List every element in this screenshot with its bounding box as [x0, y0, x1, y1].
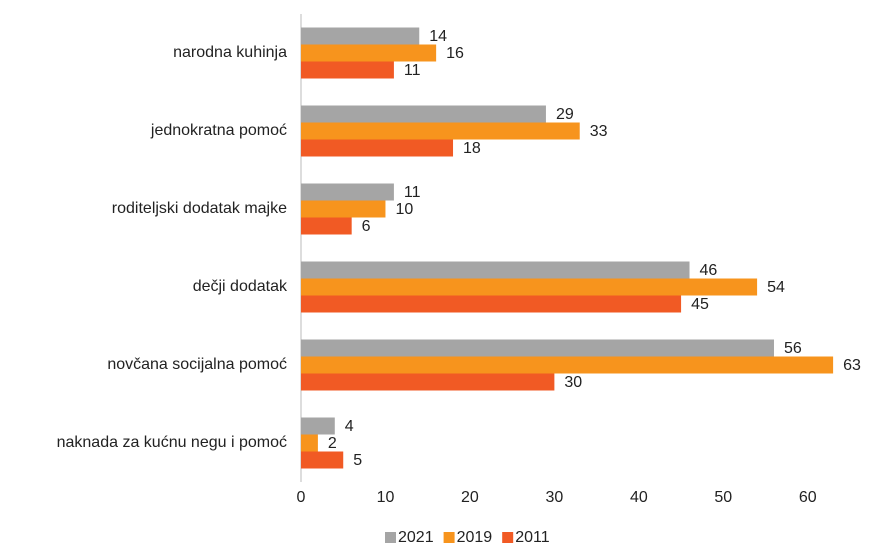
x-tick-label: 10 [377, 489, 395, 506]
data-label: 54 [767, 279, 785, 296]
bar [301, 373, 555, 391]
data-label: 30 [564, 374, 582, 391]
data-label: 2 [328, 435, 337, 452]
data-label: 4 [345, 418, 354, 435]
y-tick-label: novčana socijalna pomoć [107, 356, 287, 373]
data-label: 16 [446, 45, 464, 62]
bar [301, 44, 437, 62]
bar [301, 339, 774, 357]
legend-label: 2021 [398, 529, 434, 546]
bar [301, 122, 580, 140]
bar [301, 105, 546, 123]
bar [301, 183, 394, 201]
y-tick-label: dečji dodatak [193, 278, 288, 295]
data-label: 18 [463, 140, 481, 157]
legend-swatch [385, 532, 396, 543]
legend-label: 2019 [457, 529, 493, 546]
legend-swatch [502, 532, 514, 543]
data-label: 11 [404, 62, 421, 79]
data-label: 46 [700, 262, 718, 279]
bar [301, 278, 758, 296]
x-tick-label: 50 [714, 489, 732, 506]
data-label: 11 [404, 184, 421, 201]
legend-label: 2011 [515, 529, 550, 546]
x-tick-label: 0 [297, 489, 306, 506]
data-label: 33 [590, 123, 608, 140]
data-label: 10 [395, 201, 413, 218]
x-tick-label: 60 [799, 489, 817, 506]
bar [301, 417, 335, 435]
data-label: 56 [784, 340, 802, 357]
data-label: 5 [353, 452, 362, 469]
bar [301, 295, 682, 313]
data-label: 63 [843, 357, 861, 374]
y-tick-label: jednokratna pomoć [150, 122, 287, 139]
bar [301, 261, 690, 279]
data-label: 6 [362, 218, 371, 235]
bar [301, 139, 454, 157]
bar [301, 434, 318, 452]
bar [301, 200, 386, 218]
legend-swatch [443, 532, 455, 543]
bar [301, 27, 420, 45]
data-label: 14 [429, 28, 447, 45]
bar [301, 356, 834, 374]
x-tick-label: 40 [630, 489, 648, 506]
bar [301, 217, 352, 235]
bar [301, 61, 394, 79]
x-tick-label: 20 [461, 489, 479, 506]
data-label: 29 [556, 106, 574, 123]
bar [301, 451, 344, 469]
y-tick-label: naknada za kućnu negu i pomoć [57, 434, 287, 451]
y-tick-label: roditeljski dodatak majke [112, 200, 287, 217]
x-tick-label: 30 [545, 489, 563, 506]
y-tick-label: narodna kuhinja [173, 44, 287, 61]
data-label: 45 [691, 296, 709, 313]
